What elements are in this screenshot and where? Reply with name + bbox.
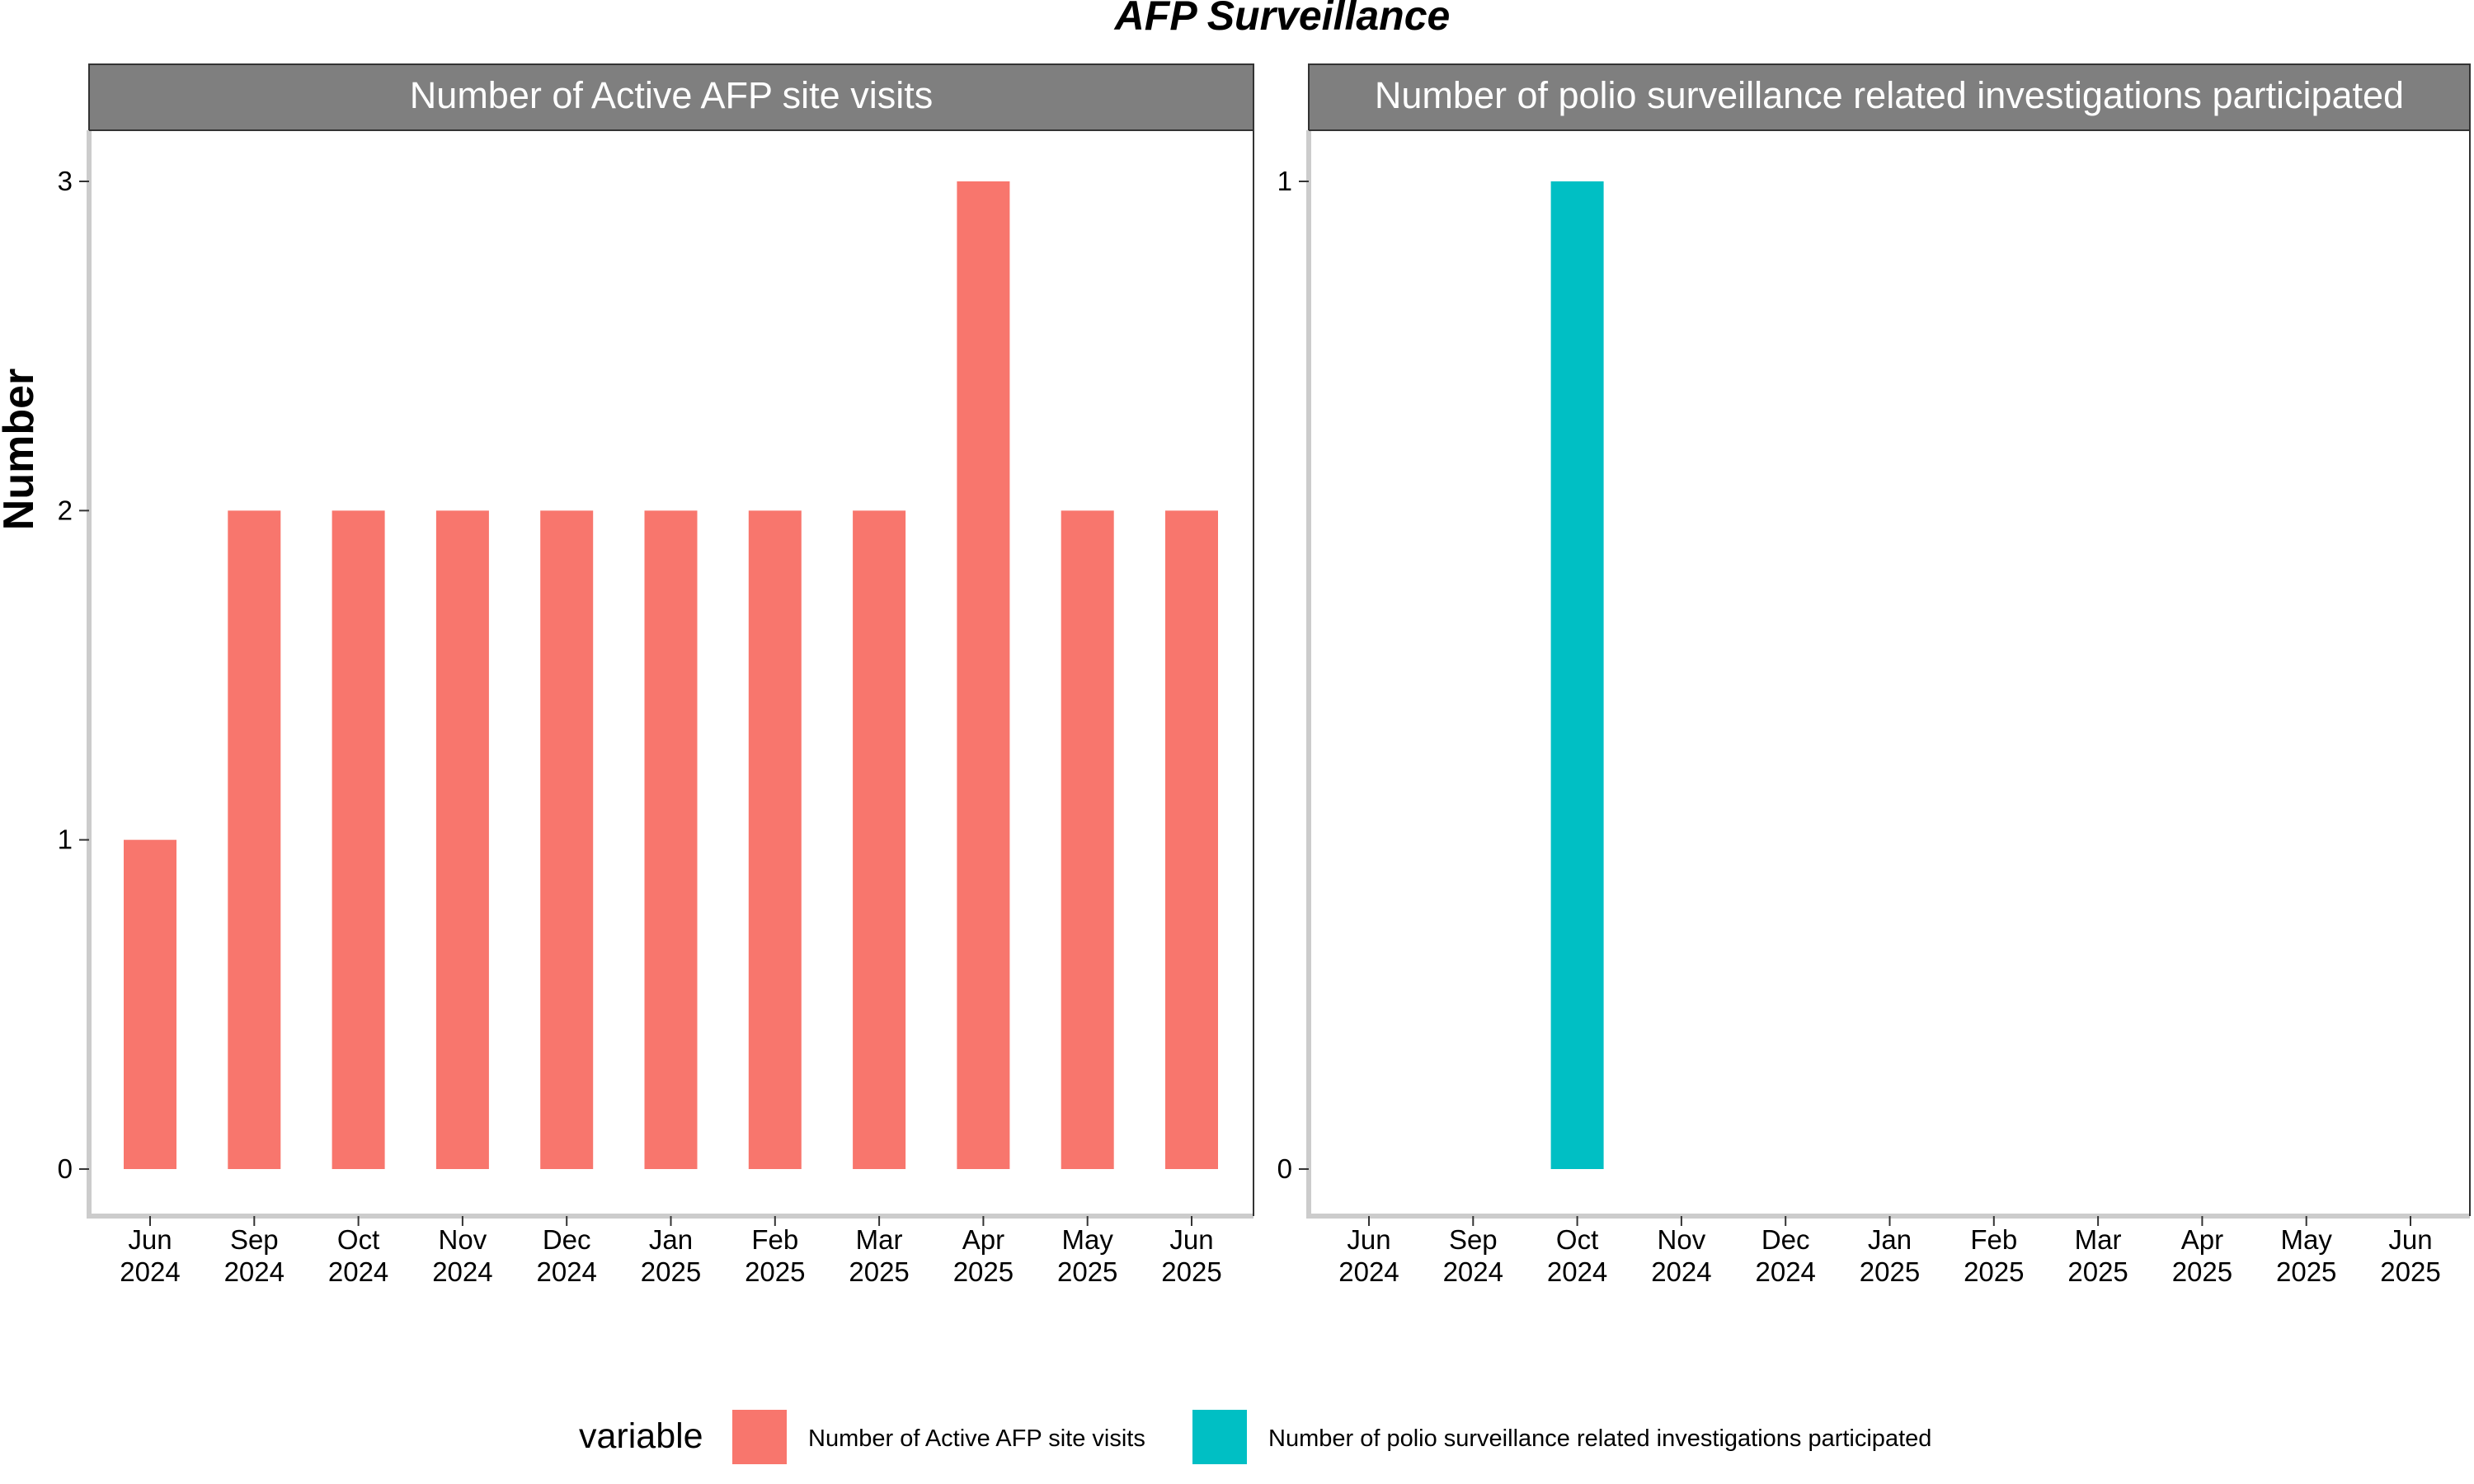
bar-feb-2025: [748, 510, 802, 1169]
x-tick-label: Jun 2025: [1161, 1224, 1221, 1287]
x-tick-label: Dec 2024: [1755, 1224, 1815, 1287]
y-axis: 0 1 2 3: [58, 130, 92, 1219]
x-tick-label: Nov 2024: [1651, 1224, 1711, 1287]
legend-label-polio-investigations: Number of polio surveillance related inv…: [1268, 1425, 1931, 1452]
bar-jun-2024: [124, 839, 176, 1169]
y-axis-label: Number: [0, 369, 43, 530]
bar-jun-2025: [1165, 510, 1218, 1169]
bar-may-2025: [1061, 510, 1114, 1169]
x-tick-label: Nov 2024: [432, 1224, 492, 1287]
x-tick-label: Oct 2024: [328, 1224, 388, 1287]
x-axis: Jun 2024 Sep 2024 Oct 2024 Nov 2024 Dec 2024 Jan 20…: [1306, 1214, 2470, 1287]
bar-mar-2025: [853, 510, 906, 1169]
y-tick-label: 1: [1277, 166, 1292, 196]
y-tick-label: 2: [58, 495, 73, 525]
x-tick-label: Jun 2024: [120, 1224, 180, 1287]
bar-sep-2024: [228, 510, 281, 1169]
y-tick-label: 3: [58, 166, 73, 196]
x-tick-label: Jan 2025: [641, 1224, 701, 1287]
y-axis: 01: [1277, 130, 1311, 1219]
x-tick-label: Dec 2024: [536, 1224, 596, 1287]
legend-key-active-afp-site-visits: [732, 1410, 787, 1464]
legend-title: variable: [579, 1416, 703, 1456]
x-tick-label: Oct 2024: [1547, 1224, 1607, 1287]
x-tick-label: May 2025: [1057, 1224, 1117, 1287]
y-tick-label: 0: [1277, 1153, 1292, 1184]
facet-strip: [88, 63, 1254, 131]
bar-apr-2025: [957, 181, 1010, 1169]
facet-panel-polio-investigations: Number of polio surveillance related inv…: [1277, 63, 2471, 1287]
chart-title: AFP Surveillance: [1113, 0, 1451, 39]
x-tick-label: Feb 2025: [745, 1224, 805, 1287]
x-tick-label: Jan 2025: [1860, 1224, 1920, 1287]
y-tick-label: 0: [58, 1153, 73, 1184]
x-tick-label: Sep 2024: [1443, 1224, 1503, 1287]
x-tick-label: Sep 2024: [224, 1224, 285, 1287]
bar-dec-2024: [540, 510, 594, 1169]
bar-nov-2024: [435, 510, 489, 1169]
x-tick-label: Mar 2025: [2067, 1224, 2128, 1287]
x-tick-label: Apr 2025: [2172, 1224, 2232, 1287]
legend-label-active-afp-site-visits: Number of Active AFP site visits: [808, 1425, 1145, 1452]
legend-key-polio-investigations: [1192, 1410, 1247, 1464]
facet-panel-active-afp-site-visits: Number of Active AFP site visits 0 1 2 3 Ju…: [58, 63, 1254, 1287]
x-tick-label: Jun 2024: [1338, 1224, 1399, 1287]
bars-group: [1550, 181, 1604, 1169]
x-tick-label: Feb 2025: [1964, 1224, 2024, 1287]
y-tick-label: 1: [58, 824, 73, 855]
legend: variable Number of Active AFP site visit…: [579, 1410, 1931, 1464]
facet-strip-label: Number of polio surveillance related inv…: [1375, 74, 2404, 116]
bar-jan-2025: [644, 510, 698, 1169]
x-tick-label: May 2025: [2276, 1224, 2336, 1287]
bar-oct-2024: [332, 510, 385, 1169]
bar-oct-2024: [1550, 181, 1604, 1169]
x-tick-label: Mar 2025: [849, 1224, 909, 1287]
bars-group: [124, 181, 1218, 1169]
facet-strip: [1308, 63, 2471, 131]
x-tick-label: Jun 2025: [2380, 1224, 2440, 1287]
x-tick-label: Apr 2025: [953, 1224, 1014, 1287]
facet-strip-label: Number of Active AFP site visits: [410, 74, 933, 116]
x-axis: Jun 2024 Sep 2024 Oct 2024 Nov 2024 Dec 2024 Jan 20…: [87, 1214, 1253, 1287]
